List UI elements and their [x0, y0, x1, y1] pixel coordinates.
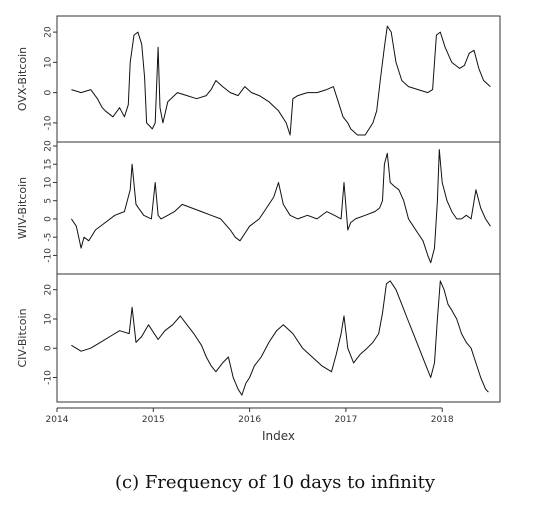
- y-tick-label: 10: [44, 56, 54, 68]
- chart-panels: -10 0 10 20 OVX-Bitcoin -10 -5 0 5 10 15 20 WIV-Bitc…: [16, 15, 501, 403]
- y-tick-label: 15: [44, 159, 54, 170]
- panel-2: -10 -5 0 5 10 15 20 WIV-Bitcoin: [16, 140, 501, 275]
- series-line: [71, 280, 489, 396]
- y-tick-label: -10: [44, 248, 54, 263]
- panel-frame: [56, 141, 501, 275]
- y-tick-label: 5: [44, 198, 54, 204]
- y-tick-label: 10: [44, 176, 54, 188]
- x-axis: 2014 2015 2016 2017 2018: [46, 407, 454, 425]
- panel-frame: [56, 273, 501, 403]
- y-tick-label: 0: [44, 216, 54, 222]
- y-axis-label: OVX-Bitcoin: [16, 47, 29, 111]
- panel-1: -10 0 10 20 OVX-Bitcoin: [16, 15, 501, 143]
- x-tick-label: 2015: [142, 415, 165, 425]
- x-tick-label: 2014: [46, 415, 69, 425]
- y-axis-label: CIV-Bitcoin: [16, 308, 29, 367]
- y-tick-label: 20: [44, 284, 54, 296]
- series-line: [71, 25, 491, 136]
- series-line: [70, 149, 491, 264]
- y-tick-label: 20: [44, 140, 54, 152]
- x-tick-label: 2017: [334, 415, 357, 425]
- panel-3: -10 0 10 20 CIV-Bitcoin: [16, 273, 501, 403]
- x-tick-label: 2016: [238, 415, 261, 425]
- x-axis-label: Index: [262, 429, 295, 443]
- y-tick-label: 20: [44, 26, 54, 38]
- y-tick-label: -5: [44, 233, 54, 242]
- chart-figure: -10 0 10 20 OVX-Bitcoin -10 -5 0 5 10 15 20 WIV-Bitc…: [16, 15, 501, 443]
- y-tick-label: -10: [44, 115, 54, 130]
- figure-caption: (c) Frequency of 10 days to infinity: [114, 472, 436, 493]
- y-tick-label: 0: [44, 345, 54, 351]
- x-tick-label: 2018: [431, 415, 454, 425]
- y-tick-label: -10: [44, 370, 54, 385]
- y-tick-label: 0: [44, 89, 54, 95]
- y-tick-label: 10: [44, 313, 54, 325]
- y-axis-label: WIV-Bitcoin: [16, 177, 29, 239]
